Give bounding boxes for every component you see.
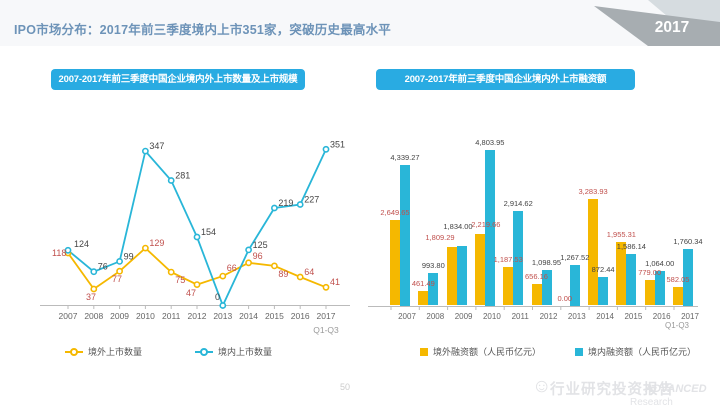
svg-text:境外融资额（人民币亿元）: 境外融资额（人民币亿元） [433,346,541,357]
svg-text:Research: Research [630,397,673,405]
svg-text:ADVANCED: ADVANCED [644,383,707,395]
svg-text:境内融资额（人民币亿元）: 境内融资额（人民币亿元） [588,346,696,357]
svg-text:☺: ☺ [532,376,551,397]
